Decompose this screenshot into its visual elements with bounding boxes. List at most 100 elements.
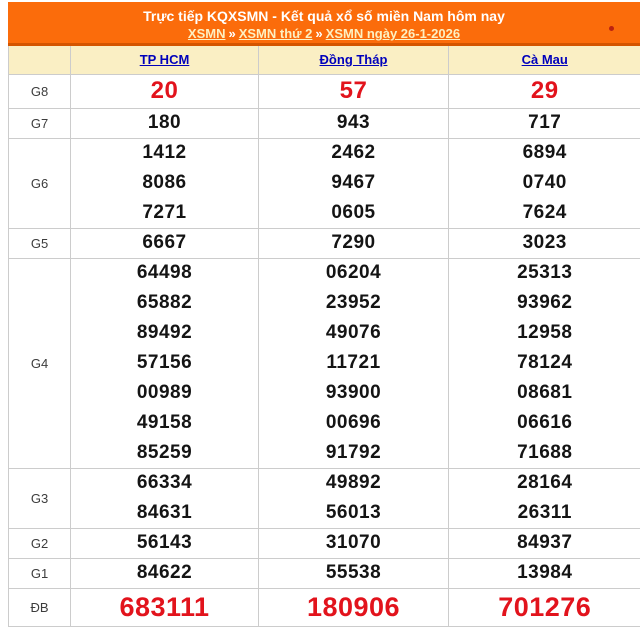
- result-value: 180: [70, 108, 259, 138]
- result-value: 66334: [70, 468, 259, 498]
- result-value: 84937: [448, 528, 640, 558]
- prize-row-G4: 49158 00696 06616: [9, 408, 640, 438]
- prize-label-G1: G1: [8, 558, 71, 588]
- prize-row-G4: 65882 23952 93962: [9, 288, 640, 318]
- result-value: 93962: [448, 288, 640, 318]
- corner-cell: [8, 46, 71, 74]
- result-value: 06204: [258, 258, 449, 288]
- column-link-dongthap[interactable]: Đồng Tháp: [319, 51, 388, 67]
- result-value: 71688: [448, 438, 640, 468]
- prize-row-G4: 57156 11721 78124: [9, 348, 640, 378]
- prize-row-G8: G8 20 57 29: [8, 74, 640, 108]
- column-header-dongthap: Đồng Tháp: [258, 46, 449, 74]
- breadcrumb-link-xsmn[interactable]: XSMN: [187, 26, 226, 41]
- prize-row-ĐB: ĐB 683111 180906 701276: [8, 588, 640, 626]
- results-table: TP HCM Đồng Tháp Cà Mau G8 20 57 29 G7 180 943…: [8, 46, 640, 627]
- result-value: 56013: [258, 498, 449, 528]
- prize-row-G5: G5 6667 7290 3023: [8, 228, 640, 258]
- result-value: 683111: [70, 588, 259, 626]
- result-value: 20: [70, 74, 259, 108]
- prize-row-G3: G3 66334 49892 28164: [8, 468, 640, 528]
- result-value: 00989: [70, 378, 259, 408]
- result-value: 701276: [448, 588, 640, 626]
- result-value: 0740: [448, 168, 640, 198]
- result-value: 91792: [258, 438, 449, 468]
- result-value: 943: [258, 108, 449, 138]
- result-value: 7624: [448, 198, 640, 228]
- result-value: 0605: [258, 198, 449, 228]
- result-value: 29: [448, 74, 640, 108]
- column-link-tphcm[interactable]: TP HCM: [139, 51, 190, 67]
- result-value: 1412: [70, 138, 259, 168]
- prize-label-G5: G5: [8, 228, 71, 258]
- prize-row-G6: G6 1412 2462 6894: [8, 138, 640, 228]
- result-value: 23952: [258, 288, 449, 318]
- page-title: Trực tiếp KQXSMN - Kết quả xổ số miền Na…: [143, 8, 505, 24]
- breadcrumb-separator: »: [228, 26, 236, 41]
- result-value: 78124: [448, 348, 640, 378]
- prize-row-G6: 8086 9467 0740: [9, 168, 640, 198]
- result-value: 64498: [70, 258, 259, 288]
- prize-label-ĐB: ĐB: [8, 588, 71, 626]
- prize-row-G4: 85259 91792 71688: [9, 438, 640, 468]
- result-value: 93900: [258, 378, 449, 408]
- result-value: 7290: [258, 228, 449, 258]
- prize-row-G3: 84631 56013 26311: [9, 498, 640, 528]
- result-value: 49158: [70, 408, 259, 438]
- live-dot-icon: [609, 26, 614, 31]
- result-value: 9467: [258, 168, 449, 198]
- result-value: 13984: [448, 558, 640, 588]
- result-value: 89492: [70, 318, 259, 348]
- column-header-tphcm: TP HCM: [70, 46, 259, 74]
- column-link-camau[interactable]: Cà Mau: [521, 51, 568, 67]
- result-value: 49076: [258, 318, 449, 348]
- result-value: 56143: [70, 528, 259, 558]
- prize-row-G4: 00989 93900 08681: [9, 378, 640, 408]
- breadcrumb-link-xsmn-date[interactable]: XSMN ngày 26-1-2026: [325, 26, 461, 41]
- prize-row-G7: G7 180 943 717: [8, 108, 640, 138]
- prize-row-G6: 7271 0605 7624: [9, 198, 640, 228]
- breadcrumb-separator: »: [315, 26, 323, 41]
- result-value: 6667: [70, 228, 259, 258]
- prize-row-G1: G1 84622 55538 13984: [8, 558, 640, 588]
- result-value: 7271: [70, 198, 259, 228]
- prize-label-G2: G2: [8, 528, 71, 558]
- result-value: 8086: [70, 168, 259, 198]
- prize-label-G6: G6: [8, 138, 71, 228]
- result-value: 49892: [258, 468, 449, 498]
- prize-label-G8: G8: [8, 74, 71, 108]
- prize-label-G7: G7: [8, 108, 71, 138]
- result-value: 65882: [70, 288, 259, 318]
- result-value: 06616: [448, 408, 640, 438]
- result-value: 26311: [448, 498, 640, 528]
- prize-row-G2: G2 56143 31070 84937: [8, 528, 640, 558]
- prize-row-G4: 89492 49076 12958: [9, 318, 640, 348]
- header-banner: Trực tiếp KQXSMN - Kết quả xổ số miền Na…: [8, 2, 640, 46]
- result-value: 12958: [448, 318, 640, 348]
- result-value: 25313: [448, 258, 640, 288]
- column-header-row: TP HCM Đồng Tháp Cà Mau: [8, 46, 640, 74]
- result-value: 31070: [258, 528, 449, 558]
- result-value: 3023: [448, 228, 640, 258]
- breadcrumb-link-xsmn-thu-2[interactable]: XSMN thứ 2: [238, 26, 313, 41]
- result-value: 55538: [258, 558, 449, 588]
- breadcrumb: XSMN» XSMN thứ 2» XSMN ngày 26-1-2026: [8, 25, 640, 42]
- result-value: 11721: [258, 348, 449, 378]
- result-value: 00696: [258, 408, 449, 438]
- result-value: 08681: [448, 378, 640, 408]
- prize-label-G3: G3: [8, 468, 71, 528]
- result-value: 2462: [258, 138, 449, 168]
- result-value: 85259: [70, 438, 259, 468]
- result-value: 6894: [448, 138, 640, 168]
- column-header-camau: Cà Mau: [448, 46, 640, 74]
- result-value: 57: [258, 74, 449, 108]
- result-value: 84622: [70, 558, 259, 588]
- result-value: 84631: [70, 498, 259, 528]
- result-value: 57156: [70, 348, 259, 378]
- result-value: 717: [448, 108, 640, 138]
- prize-label-G4: G4: [8, 258, 71, 468]
- result-value: 180906: [258, 588, 449, 626]
- result-value: 28164: [448, 468, 640, 498]
- prize-row-G4: G4 64498 06204 25313: [8, 258, 640, 468]
